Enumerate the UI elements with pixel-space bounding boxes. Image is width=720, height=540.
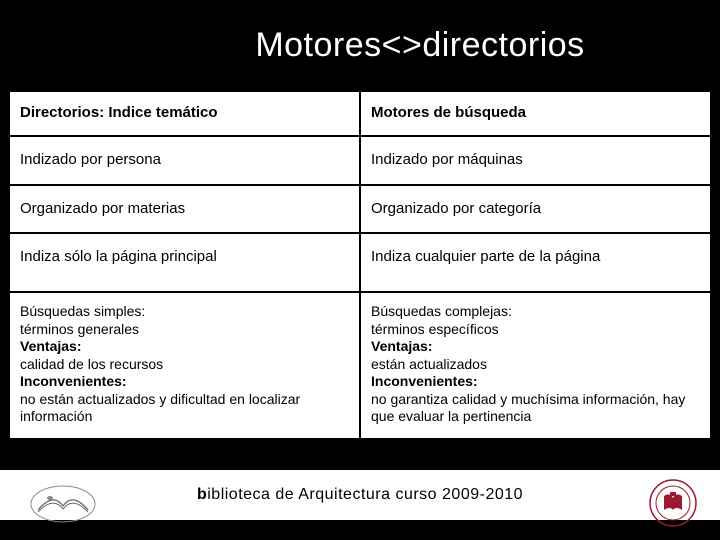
- cell-right-details: Búsquedas complejas: términos específico…: [360, 292, 711, 439]
- inconvenientes-label: Inconvenientes:: [371, 373, 478, 389]
- ventajas-label: Ventajas:: [20, 338, 81, 354]
- table-row: Organizado por materias Organizado por c…: [9, 185, 711, 234]
- detail-line: Búsquedas simples:: [20, 303, 349, 321]
- inconvenientes-text: no están actualizados y dificultad en lo…: [20, 391, 349, 426]
- comparison-table: Directorios: Indice temático Motores de …: [8, 90, 712, 440]
- cell-left: Indizado por persona: [9, 136, 360, 185]
- footer-bar: biblioteca de Arquitectura curso 2009-20…: [0, 470, 720, 520]
- ventajas-label: Ventajas:: [371, 338, 432, 354]
- inconvenientes-text: no garantiza calidad y muchísima informa…: [371, 391, 700, 426]
- library-logo-icon: [28, 482, 98, 526]
- title-bar: Motores<>directorios: [0, 0, 720, 90]
- detail-line: Búsquedas complejas:: [371, 303, 700, 321]
- footer-rest: iblioteca de Arquitectura curso 2009-201…: [207, 486, 523, 503]
- table-header-right: Motores de búsqueda: [360, 91, 711, 136]
- detail-line: Ventajas: están actualizados: [371, 338, 700, 373]
- comparison-table-wrap: Directorios: Indice temático Motores de …: [8, 90, 712, 440]
- cell-right: Indiza cualquier parte de la página: [360, 233, 711, 292]
- table-row: Indiza sólo la página principal Indiza c…: [9, 233, 711, 292]
- footer-bold-b: b: [197, 486, 207, 503]
- table-header-row: Directorios: Indice temático Motores de …: [9, 91, 711, 136]
- footer-text: biblioteca de Arquitectura curso 2009-20…: [197, 486, 523, 504]
- ventajas-text: calidad de los recursos: [20, 356, 349, 374]
- ventajas-text: están actualizados: [371, 356, 700, 374]
- cell-right: Organizado por categoría: [360, 185, 711, 234]
- detail-line: términos generales: [20, 321, 349, 339]
- cell-left-details: Búsquedas simples: términos generales Ve…: [9, 292, 360, 439]
- table-row-details: Búsquedas simples: términos generales Ve…: [9, 292, 711, 439]
- university-seal-icon: [648, 478, 698, 528]
- inconvenientes-label: Inconvenientes:: [20, 373, 127, 389]
- page-title: Motores<>directorios: [255, 26, 584, 65]
- detail-line: Inconvenientes: no garantiza calidad y m…: [371, 373, 700, 426]
- cell-left: Indiza sólo la página principal: [9, 233, 360, 292]
- detail-line: Ventajas: calidad de los recursos: [20, 338, 349, 373]
- table-row: Indizado por persona Indizado por máquin…: [9, 136, 711, 185]
- table-header-left: Directorios: Indice temático: [9, 91, 360, 136]
- detail-line: términos específicos: [371, 321, 700, 339]
- detail-line: Inconvenientes: no están actualizados y …: [20, 373, 349, 426]
- cell-right: Indizado por máquinas: [360, 136, 711, 185]
- cell-left: Organizado por materias: [9, 185, 360, 234]
